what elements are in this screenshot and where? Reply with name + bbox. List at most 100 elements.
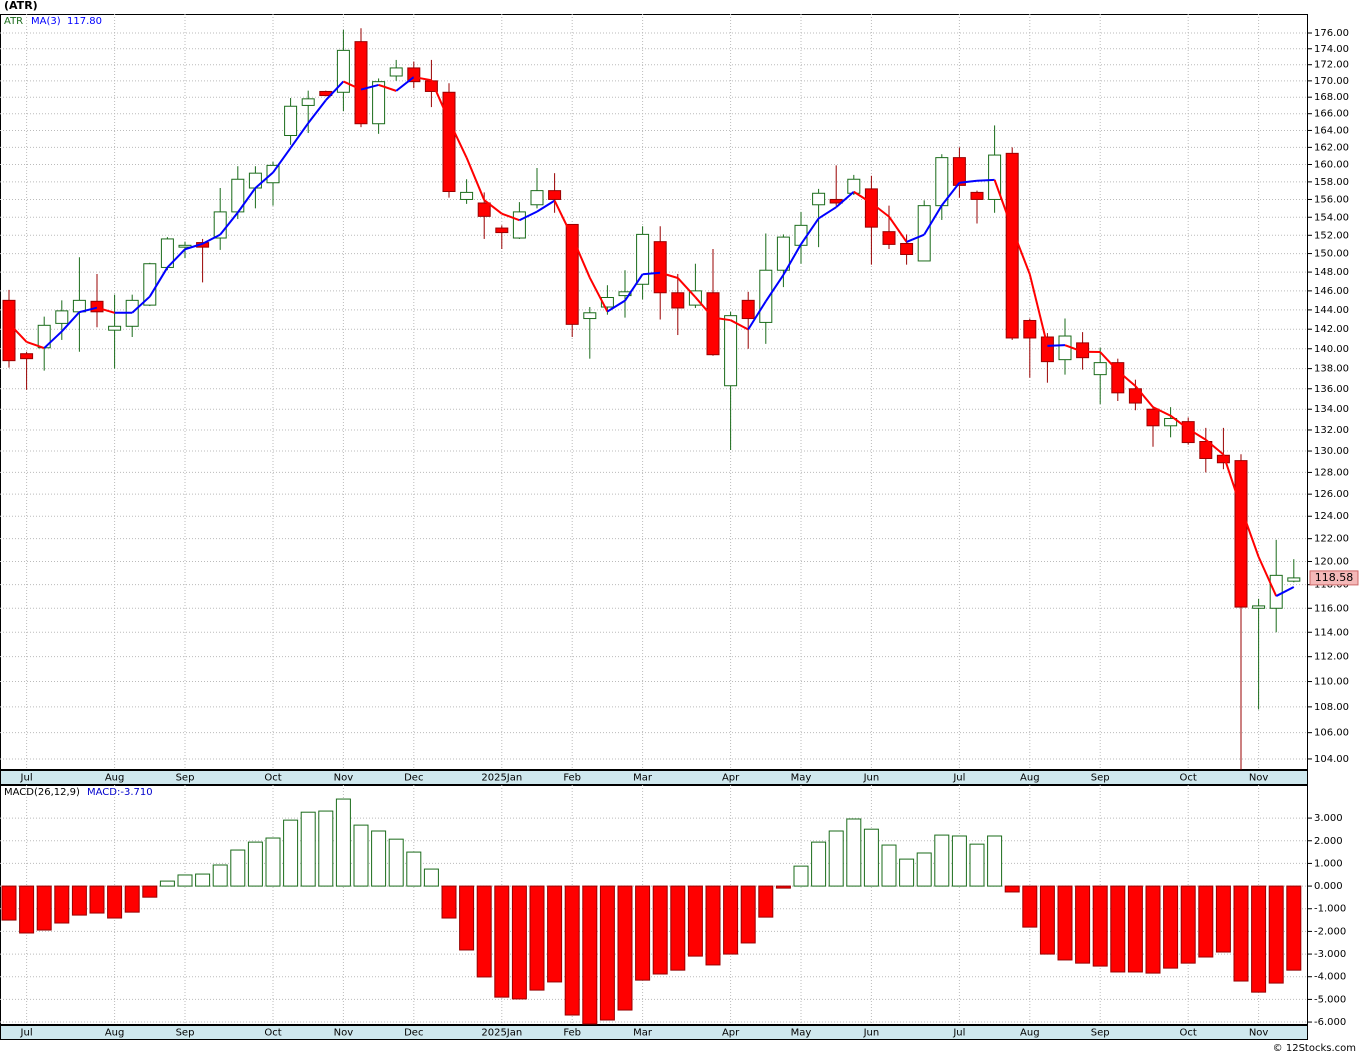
ma-line — [835, 191, 855, 208]
y-tick-label: 0.000 — [1314, 881, 1343, 892]
candle-body — [512, 211, 526, 239]
macd-bar — [1251, 885, 1267, 993]
y-tick-label: 1.000 — [1314, 858, 1343, 869]
x-tick-label: Jul — [20, 773, 33, 784]
x-tick-label: May — [791, 1028, 812, 1039]
macd-bar — [1215, 885, 1231, 953]
macd-bar — [406, 851, 422, 887]
candle-body — [847, 178, 861, 194]
macd-bar — [441, 885, 457, 919]
ma-line — [219, 211, 239, 236]
y-tick-label: 162.00 — [1314, 142, 1349, 153]
macd-bar — [1110, 885, 1126, 973]
x-tick-label: Apr — [722, 773, 740, 784]
candle-body — [1146, 408, 1160, 427]
x-tick-label: Nov — [1249, 1028, 1269, 1039]
macd-bar — [300, 811, 316, 887]
macd-bar — [881, 844, 897, 887]
legend-ticker: ATR — [4, 16, 23, 27]
legend-macd-value: MACD:-3.710 — [87, 787, 153, 798]
ma-line — [518, 210, 538, 222]
y-tick-label: -2.000 — [1314, 926, 1346, 937]
x-tick-label: 2025Jan — [481, 773, 522, 784]
macd-bar — [987, 835, 1003, 887]
candle-body — [618, 291, 632, 297]
ma-line — [325, 80, 345, 101]
macd-bar — [899, 858, 915, 887]
month-strip — [0, 1025, 1308, 1040]
candle-body — [1040, 336, 1054, 363]
macd-bar — [142, 885, 158, 898]
ma-line — [448, 120, 468, 159]
y-tick-label: 160.00 — [1314, 160, 1349, 171]
ma-line — [342, 80, 362, 91]
candle-body — [354, 41, 368, 125]
ma-line — [166, 248, 186, 269]
x-tick-label: Oct — [1180, 773, 1197, 784]
x-tick-label: Aug — [105, 773, 125, 784]
x-tick-label: Oct — [1180, 1028, 1197, 1039]
candle-body — [143, 263, 157, 306]
ma-line — [976, 178, 995, 182]
y-tick-label: 174.00 — [1314, 44, 1349, 55]
macd-bar — [828, 830, 844, 887]
macd-bar — [775, 885, 791, 889]
last-price-label: 118.58 — [1315, 571, 1354, 584]
candle-body — [548, 190, 562, 200]
y-tick-label: 128.00 — [1314, 467, 1349, 478]
candle-body — [1199, 441, 1213, 459]
macd-bar — [1039, 885, 1055, 955]
y-tick-label: 120.00 — [1314, 556, 1349, 567]
ma-line — [800, 217, 820, 245]
x-tick-label: Nov — [334, 1028, 354, 1039]
macd-bar — [687, 885, 703, 957]
candle-body — [636, 233, 650, 285]
ma-line — [26, 340, 45, 350]
x-tick-label: Jun — [863, 773, 880, 784]
macd-bar — [863, 828, 879, 887]
ma-line — [1240, 507, 1260, 558]
y-tick-label: 152.00 — [1314, 230, 1349, 241]
ma-line — [1222, 454, 1242, 509]
macd-bar — [635, 885, 651, 981]
y-tick-label: 122.00 — [1314, 534, 1349, 545]
x-tick-label: Aug — [105, 1028, 125, 1039]
macd-bar — [71, 885, 87, 916]
macd-bar — [107, 885, 123, 919]
ma-line — [1169, 414, 1189, 430]
ma-line — [730, 319, 749, 331]
ma-line — [1011, 228, 1031, 275]
y-tick-label: 3.000 — [1314, 813, 1343, 824]
macd-bars — [1, 798, 1302, 1025]
month-strip — [0, 770, 1308, 785]
y-tick-label: 136.00 — [1314, 384, 1349, 395]
ma-line — [1152, 406, 1172, 417]
x-tick-label: Aug — [1020, 1028, 1040, 1039]
macd-bar — [476, 885, 492, 978]
x-tick-label: Sep — [176, 1028, 195, 1039]
candle-body — [812, 192, 826, 206]
y-tick-label: 132.00 — [1314, 425, 1349, 436]
ma-line — [764, 274, 785, 302]
y-tick-label: 158.00 — [1314, 177, 1349, 188]
candle-body — [741, 299, 755, 320]
macd-bar — [423, 868, 439, 887]
ma-line — [483, 199, 503, 215]
ma-line — [677, 277, 697, 298]
ma-line — [79, 306, 98, 314]
candle-body — [372, 81, 386, 125]
macd-bar — [195, 873, 211, 887]
x-tick-label: Nov — [1249, 773, 1269, 784]
macd-bar — [1057, 885, 1073, 961]
macd-bar — [670, 885, 686, 971]
ma-line — [1187, 428, 1207, 441]
x-tick-label: Jul — [20, 1028, 33, 1039]
y-tick-label: 142.00 — [1314, 324, 1349, 335]
legend-macd: MACD(26,12,9) — [4, 787, 80, 798]
macd-bar — [511, 885, 527, 1000]
macd-bar — [740, 885, 756, 944]
candle-body — [55, 310, 69, 324]
candle-body — [301, 98, 315, 106]
footer: © 12Stocks.com — [1273, 1043, 1356, 1054]
